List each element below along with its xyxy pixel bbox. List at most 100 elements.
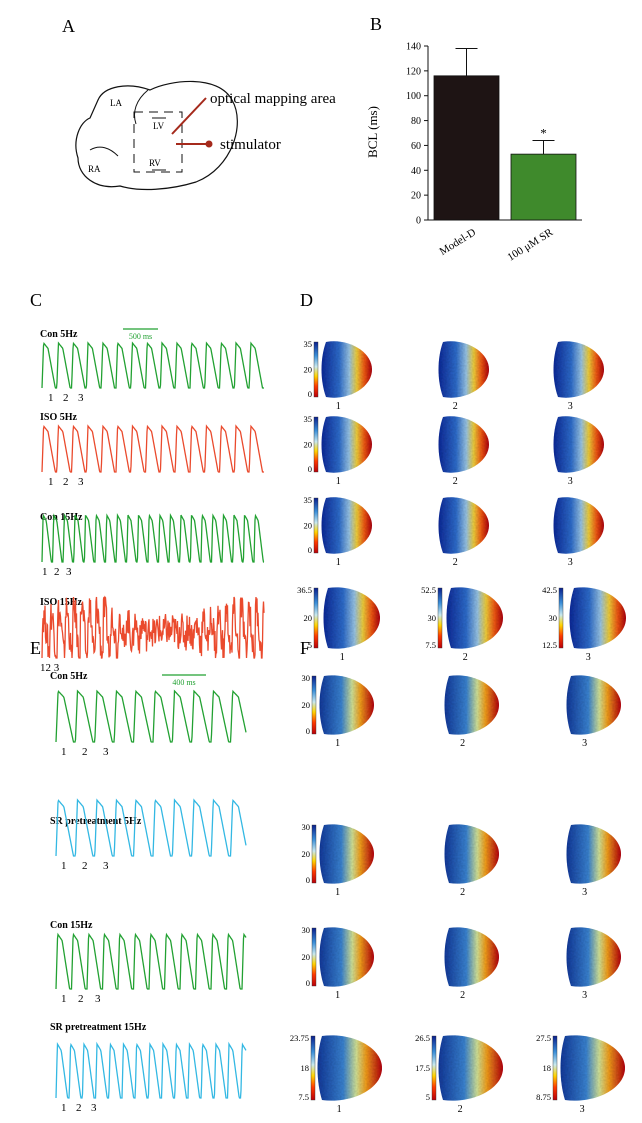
optical-mapping-label: optical mapping area [210,91,336,107]
colorbar [311,824,317,884]
colorbar-min: 7.5 [298,1092,309,1102]
colorbar-mid: 30 [549,613,558,623]
colorbar [437,587,443,649]
colorbar-mid: 18 [301,1063,310,1073]
colorbar-min: 7.5 [425,640,436,650]
beat-number: 2 [76,1102,82,1114]
map-label: 2 [463,652,468,663]
beat-number: 1 [61,860,67,872]
map-label: 3 [582,887,587,898]
bar [510,153,577,221]
ap-trace [41,424,264,473]
activation-map [321,497,372,554]
map-label: 3 [586,652,591,663]
x-tick-label: 100 μM SR [505,226,555,264]
trace-label: Con 15Hz [40,512,83,523]
panel-label-f: F [300,638,310,658]
ap-trace [55,932,247,990]
activation-map [321,416,372,473]
panel-f-maps: 30 20 0 1 2 3 30 20 0 1 2 3 30 20 0 1 2 3 23.75 18 7.5 1 26.5 1… [290,673,625,1115]
map-label: 1 [337,1104,342,1115]
beat-number: 1 [61,746,67,758]
colorbar-max: 35 [304,495,313,505]
map-label: 2 [460,990,465,1001]
panel-label-b: B [370,14,382,34]
ap-trace [41,595,265,659]
colorbar-mid: 20 [302,849,311,859]
activation-map [319,927,374,987]
map-label: 1 [336,476,341,487]
beat-number: 1 [61,1102,67,1114]
y-tick-label: 40 [411,166,421,177]
colorbar-min: 0 [308,545,312,555]
activation-map [444,824,499,884]
y-axis-label: BCL (ms) [365,106,380,158]
activation-map [560,1035,625,1101]
beat-number: 2 [78,993,84,1005]
colorbar-mid: 20 [302,700,311,710]
colorbar-mid: 20 [304,365,313,375]
colorbar-max: 30 [302,673,311,683]
activation-map [553,416,604,473]
colorbar-max: 26.5 [415,1033,430,1043]
beat-number: 2 [63,476,69,488]
colorbar-min: 0 [306,726,310,736]
map-label: 1 [340,652,345,663]
ap-trace [55,1041,247,1099]
label-ra: RA [88,164,101,174]
activation-map [323,587,380,649]
colorbar-max: 30 [302,925,311,935]
colorbar-mid: 18 [543,1063,552,1073]
map-label: 3 [568,401,573,412]
label-lv: LV [153,121,165,131]
colorbar-min: 12.5 [542,640,557,650]
activation-map [553,341,604,398]
ap-trace [41,512,265,563]
map-label: 1 [335,887,340,898]
colorbar-mid: 20 [304,440,313,450]
beat-number: 2 [82,746,88,758]
activation-map [566,675,621,735]
activation-map [444,927,499,987]
colorbar-min: 0 [308,464,312,474]
activation-map [317,1035,382,1101]
beat-number: 12 3 [40,662,60,674]
colorbar-max: 35 [304,339,313,349]
trace-label: ISO 15Hz [40,597,83,608]
colorbar [313,341,319,398]
beat-number: 1 [61,993,67,1005]
beat-number: 3 [95,993,101,1005]
colorbar [313,497,319,554]
ap-trace [41,341,264,389]
map-label: 3 [568,557,573,568]
colorbar-max: 30 [302,822,311,832]
y-tick-label: 60 [411,141,421,152]
ap-trace [55,798,247,857]
map-label: 1 [335,990,340,1001]
panel-label-a: A [62,16,75,36]
map-label: 2 [453,401,458,412]
colorbar [558,587,564,649]
colorbar-mid: 20 [304,613,313,623]
map-label: 2 [458,1104,463,1115]
y-tick-label: 140 [406,42,421,53]
panel-d-maps: 35 20 0 1 2 3 35 20 0 1 2 3 35 20 0 1 2 3 36.5 20 5 1 52.5 30 7.… [297,339,626,663]
colorbar [311,675,317,735]
map-label: 3 [580,1104,585,1115]
time-scale-label: 500 ms [129,332,152,341]
colorbar-min: 0 [306,875,310,885]
panel-label-d: D [300,290,313,310]
map-label: 2 [460,887,465,898]
y-tick-label: 20 [411,191,421,202]
colorbar-min: 8.75 [536,1092,551,1102]
map-label: 1 [336,401,341,412]
activation-map [438,497,489,554]
map-label: 2 [460,738,465,749]
bar [433,75,500,221]
colorbar-min: 0 [306,978,310,988]
colorbar-max: 42.5 [542,585,557,595]
colorbar [313,416,319,473]
